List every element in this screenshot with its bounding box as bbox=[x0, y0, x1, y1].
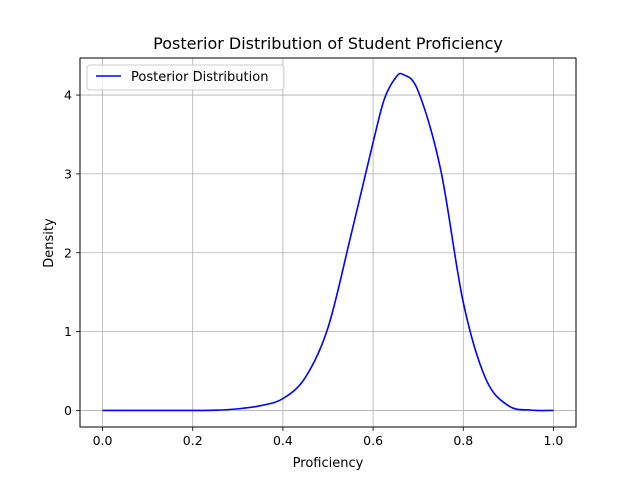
grid bbox=[80, 58, 576, 427]
y-tick-label: 0 bbox=[64, 403, 72, 418]
x-axis-label: Proficiency bbox=[293, 456, 364, 471]
x-tick-label: 0.2 bbox=[183, 433, 203, 448]
x-tick-label: 0.4 bbox=[273, 433, 293, 448]
chart-title: Posterior Distribution of Student Profic… bbox=[153, 34, 503, 53]
legend-label: Posterior Distribution bbox=[131, 70, 268, 85]
y-tick-label: 4 bbox=[64, 88, 72, 103]
y-axis-label: Density bbox=[42, 218, 57, 268]
y-tick-label: 1 bbox=[64, 324, 72, 339]
plot-lines bbox=[102, 72, 554, 412]
x-tick-label: 0.0 bbox=[93, 433, 113, 448]
axis-ticks: 0.0 0.2 0.4 0.6 0.8 1.0 0 1 2 3 4 bbox=[64, 88, 563, 448]
y-tick-label: 3 bbox=[64, 166, 72, 181]
legend: Posterior Distribution bbox=[86, 64, 285, 91]
plot-frame bbox=[79, 57, 577, 428]
x-tick-label: 0.6 bbox=[363, 433, 383, 448]
x-tick-label: 0.8 bbox=[453, 433, 473, 448]
series-line bbox=[102, 72, 554, 412]
y-tick-label: 2 bbox=[64, 245, 72, 260]
x-tick-label: 1.0 bbox=[544, 433, 564, 448]
legend-box bbox=[86, 64, 285, 91]
